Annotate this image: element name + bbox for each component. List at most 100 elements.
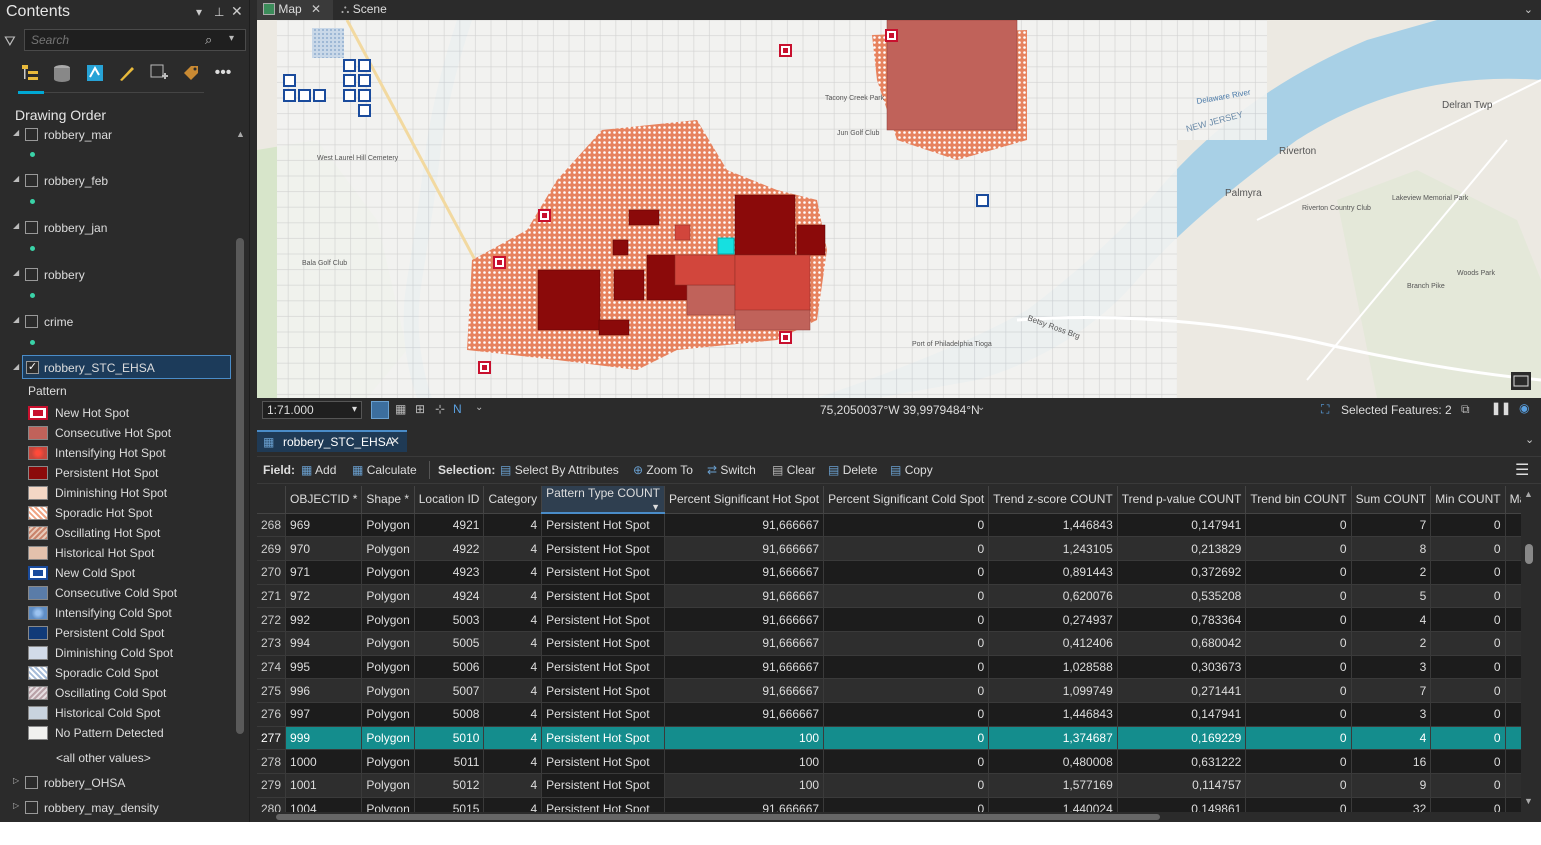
- table-cell[interactable]: 0,631222: [1117, 749, 1247, 775]
- table-cell[interactable]: 1001: [285, 773, 363, 798]
- table-cell[interactable]: 91,666667: [664, 655, 825, 680]
- table-row[interactable]: 270 971 Polygon 4923 4 Persistent Hot Spot 91,…: [257, 560, 1521, 585]
- table-cell[interactable]: 4: [483, 702, 543, 727]
- table-cell[interactable]: Persistent Hot Spot: [541, 607, 665, 632]
- table-cell[interactable]: 4: [483, 584, 543, 609]
- table-cell[interactable]: 0: [823, 749, 990, 775]
- table-cell[interactable]: Persistent Hot Spot: [541, 678, 665, 703]
- table-row[interactable]: 276 997 Polygon 5008 4 Persistent Hot Spot 91,…: [257, 702, 1521, 727]
- table-cell[interactable]: 91,666667: [664, 631, 825, 656]
- table-cell[interactable]: 0: [1430, 607, 1506, 632]
- column-header-sorted[interactable]: Pattern Type COUNT ▼: [541, 486, 665, 514]
- snapping-icon[interactable]: ⊞: [415, 402, 426, 416]
- table-cell[interactable]: 7: [1351, 678, 1432, 703]
- table-cell[interactable]: 5011: [414, 749, 485, 775]
- list-by-snapping-icon[interactable]: [148, 62, 170, 84]
- table-cell[interactable]: [1505, 513, 1521, 538]
- table-cell[interactable]: 0,620076: [988, 584, 1118, 609]
- table-cell[interactable]: 0: [823, 607, 990, 632]
- table-cell[interactable]: 9: [1351, 773, 1432, 798]
- add-field-button[interactable]: ▦ Add: [301, 463, 337, 477]
- table-cell[interactable]: 0: [1430, 702, 1506, 727]
- table-row[interactable]: 273 994 Polygon 5005 4 Persistent Hot Spot 91,…: [257, 631, 1521, 656]
- table-cell[interactable]: 1,440024: [988, 797, 1118, 812]
- table-cell[interactable]: 0: [1245, 584, 1352, 609]
- row-number[interactable]: 280: [257, 797, 287, 812]
- table-cell[interactable]: 1,374687: [988, 726, 1118, 751]
- table-cell[interactable]: 4924: [414, 584, 485, 609]
- table-cell[interactable]: 0: [823, 655, 990, 680]
- scroll-down-icon[interactable]: ▼: [1524, 796, 1533, 806]
- more-options-icon[interactable]: •••: [214, 64, 232, 81]
- delete-button[interactable]: ▤ Delete: [828, 463, 878, 477]
- expand-icon[interactable]: ◢: [13, 362, 20, 371]
- table-cell[interactable]: 2: [1351, 560, 1432, 585]
- table-cell[interactable]: 4: [483, 607, 543, 632]
- table-cell[interactable]: 1,243105: [988, 536, 1118, 561]
- table-cell[interactable]: Polygon: [361, 773, 415, 798]
- column-header[interactable]: Trend p-value COUNT: [1117, 486, 1247, 514]
- table-cell[interactable]: 0,680042: [1117, 631, 1247, 656]
- table-cell[interactable]: 999: [285, 726, 363, 751]
- switch-selection-button[interactable]: ⇄ Switch: [707, 463, 756, 477]
- table-cell[interactable]: [1505, 631, 1521, 656]
- table-cell[interactable]: 997: [285, 702, 363, 727]
- table-cell[interactable]: Persistent Hot Spot: [541, 749, 665, 775]
- table-cell[interactable]: 0: [1430, 773, 1506, 798]
- table-cell[interactable]: [1505, 678, 1521, 703]
- table-cell[interactable]: Persistent Hot Spot: [541, 797, 665, 812]
- table-cell[interactable]: 1,099749: [988, 678, 1118, 703]
- layer-crime[interactable]: ◢ crime: [0, 310, 232, 334]
- table-cell[interactable]: 0: [823, 513, 990, 538]
- chevron-down-icon[interactable]: ⌄: [475, 402, 484, 413]
- map-overview-button[interactable]: [1511, 372, 1531, 390]
- table-cell[interactable]: Polygon: [361, 678, 415, 703]
- table-cell[interactable]: 1004: [285, 797, 363, 812]
- table-cell[interactable]: [1505, 655, 1521, 680]
- table-cell[interactable]: 100: [664, 749, 825, 775]
- table-cell[interactable]: 32: [1351, 797, 1432, 812]
- layer-visibility-checkbox[interactable]: ✓: [26, 361, 39, 374]
- table-cell[interactable]: 0,535208: [1117, 584, 1247, 609]
- chevron-down-icon[interactable]: ⌄: [1525, 434, 1535, 446]
- table-cell[interactable]: 0,271441: [1117, 678, 1247, 703]
- chevron-down-icon[interactable]: ▾: [229, 33, 235, 44]
- table-cell[interactable]: 0,114757: [1117, 773, 1247, 798]
- table-cell[interactable]: 4: [483, 773, 543, 798]
- table-cell[interactable]: Polygon: [361, 513, 415, 538]
- layer-visibility-checkbox[interactable]: [25, 315, 38, 328]
- table-row[interactable]: 278 1000 Polygon 5011 4 Persistent Hot Spot 10…: [257, 749, 1521, 775]
- table-cell[interactable]: 996: [285, 678, 363, 703]
- table-cell[interactable]: 0: [1430, 536, 1506, 561]
- tab-scene[interactable]: ⛬ Scene: [335, 0, 405, 20]
- zoom-to-button[interactable]: ⊕ Zoom To: [633, 463, 693, 477]
- layer-robbery-may-density[interactable]: ▷ robbery_may_density: [0, 796, 232, 820]
- table-cell[interactable]: [1505, 607, 1521, 632]
- column-header[interactable]: Category: [483, 486, 543, 514]
- table-row[interactable]: 268 969 Polygon 4921 4 Persistent Hot Spot 91,…: [257, 513, 1521, 538]
- list-by-selection-icon[interactable]: [84, 62, 106, 84]
- table-cell[interactable]: 1,028588: [988, 655, 1118, 680]
- table-row[interactable]: 271 972 Polygon 4924 4 Persistent Hot Spot 91,…: [257, 584, 1521, 609]
- north-arrow-icon[interactable]: N: [453, 402, 462, 416]
- expand-icon[interactable]: ▷: [13, 776, 20, 785]
- table-cell[interactable]: 0,149861: [1117, 797, 1247, 812]
- table-cell[interactable]: 0,147941: [1117, 702, 1247, 727]
- layer-visibility-checkbox[interactable]: [25, 221, 38, 234]
- table-cell[interactable]: 0,213829: [1117, 536, 1247, 561]
- table-cell[interactable]: 4921: [414, 513, 485, 538]
- table-cell[interactable]: 0,147941: [1117, 513, 1247, 538]
- table-cell[interactable]: 0: [1245, 560, 1352, 585]
- list-by-drawing-order-icon[interactable]: [19, 62, 41, 84]
- chevron-down-icon[interactable]: ⌄: [977, 402, 986, 413]
- table-cell[interactable]: 4: [483, 631, 543, 656]
- row-number[interactable]: 269: [257, 536, 287, 561]
- column-header[interactable]: Location ID: [414, 486, 485, 514]
- table-cell[interactable]: 971: [285, 560, 363, 585]
- column-header[interactable]: Sum COUNT: [1351, 486, 1432, 514]
- table-cell[interactable]: 4: [483, 513, 543, 538]
- table-cell[interactable]: Polygon: [361, 749, 415, 775]
- table-cell[interactable]: [1505, 749, 1521, 775]
- table-cell[interactable]: 0: [823, 536, 990, 561]
- table-cell[interactable]: Persistent Hot Spot: [541, 773, 665, 798]
